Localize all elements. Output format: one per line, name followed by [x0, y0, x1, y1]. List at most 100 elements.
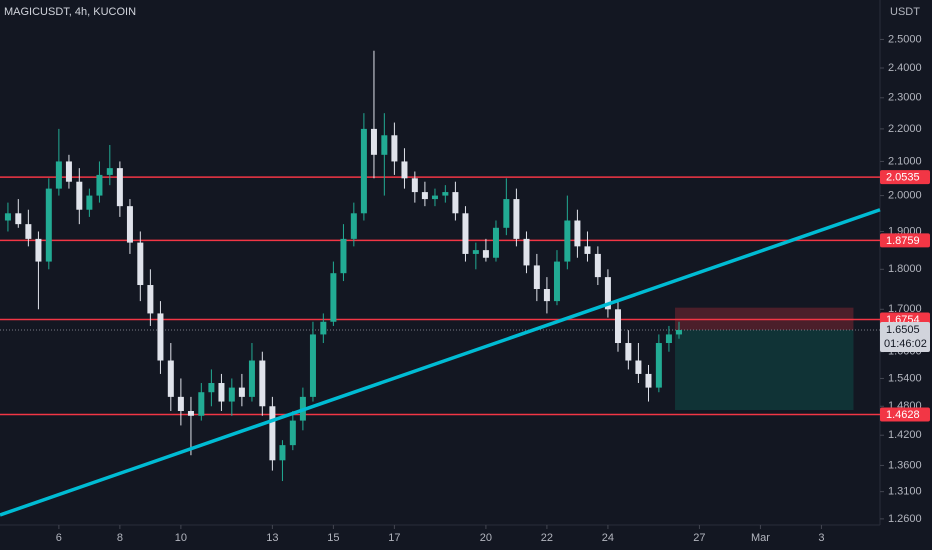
candle-body	[391, 135, 398, 162]
candle-body	[320, 321, 327, 335]
candle-body	[452, 192, 459, 214]
candle-body	[248, 360, 255, 397]
candle-body	[614, 309, 621, 344]
y-tick-label: 1.4200	[888, 429, 922, 441]
target-zone	[675, 329, 854, 411]
candle-body	[421, 192, 428, 200]
y-tick-label: 1.8000	[888, 263, 922, 275]
x-tick-label: 10	[175, 532, 187, 544]
x-tick-label: 3	[818, 532, 824, 544]
candle-body	[635, 360, 642, 374]
countdown-label: 01:46:02	[884, 338, 927, 350]
y-tick-label: 1.3100	[888, 486, 922, 498]
y-tick-label: 1.7000	[888, 303, 922, 315]
candle-body	[106, 168, 113, 175]
level-label: 1.4628	[886, 409, 920, 421]
last-price-label: 1.6505	[886, 324, 920, 336]
candle-body	[35, 238, 42, 262]
candle-body	[533, 265, 540, 290]
candle-body	[370, 128, 377, 155]
candle-body	[187, 411, 194, 416]
x-tick-label: 17	[388, 532, 400, 544]
candle-body	[665, 334, 672, 344]
candle-body	[645, 373, 652, 388]
candle-body	[76, 181, 83, 210]
candle-body	[137, 242, 144, 286]
x-tick-label: 8	[117, 532, 123, 544]
candle-body	[574, 220, 581, 247]
candle-body	[381, 135, 388, 155]
candle-body	[564, 220, 571, 262]
candle-body	[177, 396, 184, 412]
y-tick-label: 2.2000	[888, 123, 922, 135]
candle-body	[340, 238, 347, 274]
candle-body	[462, 213, 469, 254]
candle-body	[86, 195, 93, 210]
candle-body	[655, 343, 662, 388]
y-tick-label: 1.5400	[888, 372, 922, 384]
candle-body	[543, 289, 550, 302]
candle-body	[4, 213, 11, 221]
x-tick-label: 22	[541, 532, 553, 544]
x-tick-label: 15	[327, 532, 339, 544]
candle-body	[411, 178, 418, 193]
y-tick-label: 2.0000	[888, 189, 922, 201]
y-tick-label: 1.3600	[888, 459, 922, 471]
candle-body	[147, 285, 154, 314]
candle-body	[96, 174, 103, 196]
trendline	[0, 208, 881, 517]
candle-body	[330, 273, 337, 322]
chart-title: MAGICUSDT, 4h, KUCOIN	[4, 6, 136, 18]
candle-body	[472, 250, 479, 254]
candle-body	[269, 406, 276, 461]
candle-body	[65, 161, 72, 182]
candle-body	[584, 246, 591, 254]
candle-body	[228, 387, 235, 402]
x-tick-label: 20	[480, 532, 492, 544]
candle-body	[360, 128, 367, 214]
candle-body	[401, 161, 408, 179]
candle-body	[198, 392, 205, 416]
level-label-bg	[880, 170, 930, 185]
last-price-bg	[880, 321, 930, 352]
candle-body	[350, 213, 357, 239]
candle-body	[25, 224, 32, 239]
candle-body	[126, 206, 133, 243]
y-axis-label: USDT	[890, 6, 920, 18]
level-label: 2.0535	[886, 172, 920, 184]
plot-area	[0, 50, 881, 517]
candle-body	[157, 313, 164, 361]
candle-body	[208, 383, 215, 393]
candle-body	[625, 343, 632, 361]
candle-body	[675, 329, 682, 335]
candle-body	[55, 161, 62, 189]
x-tick-label: 24	[602, 532, 614, 544]
candle-body	[167, 360, 174, 397]
candle-body	[218, 383, 225, 402]
candle-body	[431, 195, 438, 200]
x-tick-label: 27	[693, 532, 705, 544]
y-tick-label: 2.5000	[888, 33, 922, 45]
candle-body	[116, 168, 123, 207]
x-tick-label: 6	[56, 532, 62, 544]
candle-body	[553, 261, 560, 302]
candle-body	[492, 227, 499, 258]
candle-body	[513, 199, 520, 239]
level-label-bg	[880, 233, 930, 248]
y-tick-label: 1.2600	[888, 513, 922, 525]
candle-body	[238, 387, 245, 397]
candle-body	[523, 238, 530, 266]
y-tick-label: 2.3000	[888, 92, 922, 104]
candle-body	[259, 360, 266, 407]
candle-body	[15, 213, 22, 225]
candle-body	[604, 277, 611, 310]
candle-body	[289, 420, 296, 446]
x-tick-label: Mar	[751, 532, 770, 544]
candle-body	[45, 188, 52, 262]
x-tick-label: 13	[266, 532, 278, 544]
candle-body	[279, 445, 286, 461]
y-tick-label: 2.4000	[888, 62, 922, 74]
level-label: 1.8759	[886, 235, 920, 247]
